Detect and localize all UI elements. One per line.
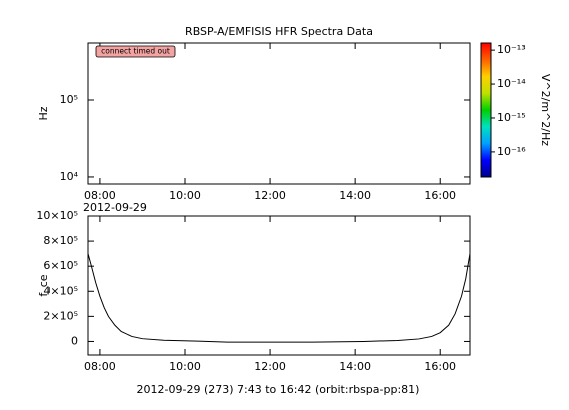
y-tick-label: 10⁴	[60, 170, 79, 183]
x-tick-label: 14:00	[339, 360, 371, 373]
y-tick-label: 10⁵	[60, 93, 78, 106]
colorbar-tick-label: 10⁻¹³	[497, 43, 526, 56]
y-axis-label: f_ce	[37, 274, 50, 296]
colorbar-tick-label: 10⁻¹⁵	[497, 111, 526, 124]
x-tick-label: 16:00	[424, 360, 456, 373]
colorbar-label: V^2/m^2/Hz	[539, 74, 552, 146]
colorbar-tick-label: 10⁻¹⁴	[497, 77, 526, 90]
chart-title: RBSP-A/EMFISIS HFR Spectra Data	[185, 25, 373, 38]
colorbar-tick-label: 10⁻¹⁶	[497, 145, 526, 158]
y-tick-label: 10×10⁵	[36, 209, 78, 222]
x-tick-label: 12:00	[254, 189, 286, 202]
x-tick-label: 08:00	[84, 189, 116, 202]
plot-frame	[87, 42, 471, 185]
annotation-box	[95, 45, 176, 58]
x-tick-label: 10:00	[169, 189, 201, 202]
x-tick-label: 12:00	[254, 360, 286, 373]
y-tick-label: 0	[71, 334, 78, 347]
x-tick-label: 10:00	[169, 360, 201, 373]
x-axis-label: 2012-09-29 (273) 7:43 to 16:42 (orbit:rb…	[137, 383, 420, 396]
line	[87, 253, 471, 343]
annotation: connect timed out	[95, 45, 176, 58]
date-label: 2012-09-29	[83, 201, 147, 214]
x-tick-label: 16:00	[424, 189, 456, 202]
y-tick-label: 4×10⁵	[43, 284, 78, 297]
y-tick-label: 6×10⁵	[43, 259, 78, 272]
plot-frame	[87, 215, 471, 356]
x-tick-label: 14:00	[339, 189, 371, 202]
y-tick-label: 2×10⁵	[43, 309, 78, 322]
x-tick-label: 08:00	[84, 360, 116, 373]
annotation-text: connect timed out	[101, 47, 170, 56]
y-axis-label: Hz	[37, 106, 50, 120]
colorbar	[480, 42, 492, 178]
y-tick-label: 8×10⁵	[43, 234, 78, 247]
